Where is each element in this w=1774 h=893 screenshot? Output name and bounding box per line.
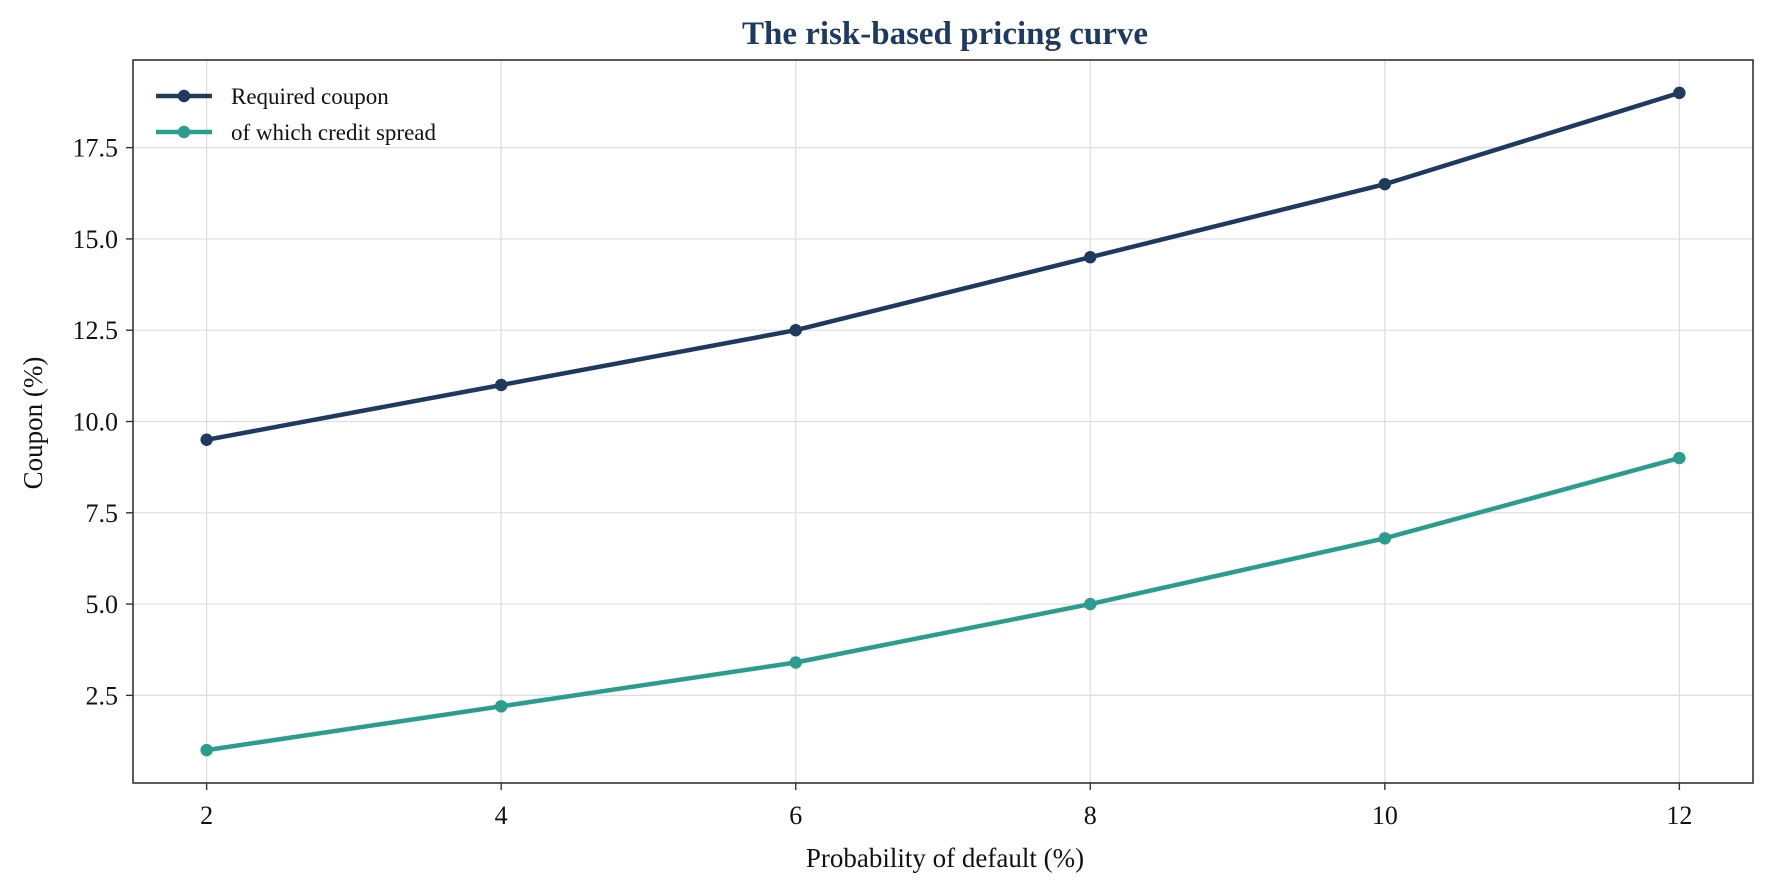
legend-label: Required coupon: [231, 84, 389, 109]
legend-label: of which credit spread: [231, 120, 437, 145]
ticks-layer: 2 4 6 8 10 12 2.5 5.0 7.5 10.0 12.5 15.0 17.5: [73, 134, 1693, 830]
x-tick-label: 2: [200, 801, 213, 830]
series-layer: [200, 86, 1686, 757]
series-line-1: [204, 90, 1682, 443]
y-tick-label: 2.5: [86, 681, 119, 710]
data-point-1-4: [1084, 250, 1097, 264]
x-tick-label: 6: [789, 801, 802, 830]
x-axis-label: Probability of default (%): [806, 843, 1084, 873]
legend-swatch-marker: [177, 89, 191, 103]
x-tick-label: 4: [495, 801, 508, 830]
data-point-1-5: [1378, 177, 1392, 191]
data-point-1-3: [789, 324, 802, 337]
legend-swatch-marker: [177, 125, 191, 139]
data-point-2-1: [200, 743, 213, 757]
y-tick-label: 10.0: [73, 408, 119, 437]
data-point-2-3: [789, 656, 802, 669]
series-line-2: [204, 455, 1682, 753]
y-tick-label: 17.5: [73, 134, 119, 163]
y-tick-label: 15.0: [73, 225, 119, 254]
y-tick-label: 12.5: [73, 316, 119, 345]
grid-layer: [133, 60, 1753, 783]
x-tick-label: 10: [1372, 801, 1398, 830]
data-point-2-4: [1084, 597, 1097, 611]
data-point-2-6: [1673, 451, 1686, 465]
y-tick-label: 5.0: [86, 590, 119, 619]
chart-title: The risk-based pricing curve: [742, 16, 1148, 52]
data-point-1-2: [494, 378, 508, 392]
y-axis-label: Coupon (%): [18, 357, 48, 490]
data-point-1-1: [200, 433, 213, 446]
data-point-1-6: [1673, 86, 1686, 100]
data-point-2-5: [1378, 532, 1392, 545]
x-tick-label: 8: [1084, 801, 1097, 830]
x-tick-label: 12: [1666, 801, 1692, 830]
legend: Required coupon of which credit spread: [156, 84, 437, 145]
data-point-2-2: [494, 700, 508, 713]
y-tick-label: 7.5: [86, 499, 119, 528]
